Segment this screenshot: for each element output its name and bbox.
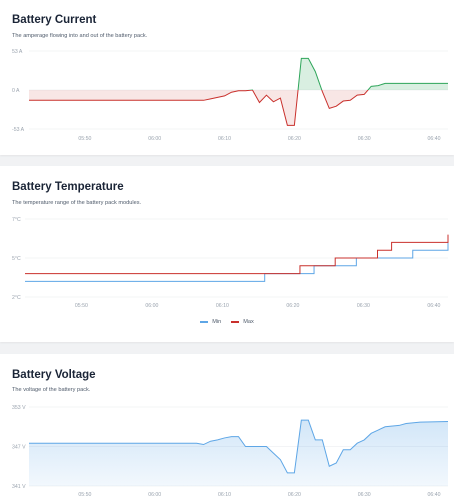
x-tick-label: 06:30 bbox=[358, 492, 371, 498]
x-tick-label: 06:10 bbox=[218, 492, 231, 498]
x-tick-label: 05:50 bbox=[78, 492, 91, 498]
y-tick-label: 5°C bbox=[12, 256, 21, 262]
temperature-legend: Min Max bbox=[0, 319, 454, 325]
y-tick-label: -53 A bbox=[12, 127, 25, 133]
y-tick-label: 341 V bbox=[12, 484, 26, 490]
battery-voltage-subtitle: The voltage of the battery pack. bbox=[12, 387, 91, 393]
y-tick-label: 2°C bbox=[12, 295, 21, 301]
battery-temperature-subtitle: The temperature range of the battery pac… bbox=[12, 200, 142, 206]
temperature-series-max bbox=[25, 234, 449, 275]
x-tick-label: 05:50 bbox=[78, 136, 91, 142]
x-tick-label: 06:10 bbox=[216, 303, 229, 309]
voltage-area bbox=[29, 420, 448, 486]
legend-swatch-min bbox=[200, 321, 209, 323]
battery-current-chart: 53 A 0 A -53 A 05:50 06:00 06:10 06:20 06:30 06:… bbox=[12, 49, 448, 142]
y-tick-label: 53 A bbox=[12, 49, 23, 55]
x-tick-label: 06:30 bbox=[357, 303, 370, 309]
current-area-negative bbox=[29, 90, 448, 126]
x-tick-label: 05:50 bbox=[75, 303, 88, 309]
battery-current-title: Battery Current bbox=[12, 14, 97, 26]
legend-item-min[interactable]: Min bbox=[200, 319, 221, 325]
x-tick-label: 06:30 bbox=[358, 136, 371, 142]
x-tick-label: 06:20 bbox=[288, 492, 301, 498]
battery-temperature-card: Battery Temperature The temperature rang… bbox=[0, 166, 454, 342]
legend-swatch-max bbox=[231, 321, 240, 323]
legend-label-max: Max bbox=[243, 319, 254, 325]
battery-temperature-title: Battery Temperature bbox=[12, 181, 124, 193]
y-tick-label: 0 A bbox=[12, 88, 20, 94]
x-tick-label: 06:20 bbox=[286, 303, 299, 309]
x-tick-label: 06:00 bbox=[148, 492, 161, 498]
current-area-positive bbox=[29, 58, 448, 90]
x-tick-label: 06:00 bbox=[148, 136, 161, 142]
legend-label-min: Min bbox=[212, 319, 222, 325]
legend-item-max[interactable]: Max bbox=[231, 319, 254, 325]
y-tick-label: 347 V bbox=[12, 445, 26, 451]
battery-current-card: Battery Current The amperage flowing int… bbox=[0, 0, 454, 155]
x-tick-label: 06:00 bbox=[145, 303, 158, 309]
x-tick-label: 06:40 bbox=[428, 492, 441, 498]
x-tick-label: 06:20 bbox=[288, 136, 301, 142]
battery-voltage-chart: 353 V 347 V 341 V 05:50 06:00 06:10 06:20 06:30… bbox=[12, 405, 449, 498]
battery-voltage-title: Battery Voltage bbox=[12, 369, 96, 381]
y-tick-label: 353 V bbox=[12, 405, 26, 411]
battery-voltage-card: Battery Voltage The voltage of the batte… bbox=[0, 354, 454, 500]
x-tick-label: 06:40 bbox=[428, 136, 441, 142]
battery-temperature-chart: 7°C 5°C 2°C 05:50 06:00 06:10 06:20 06:30 06:40 bbox=[12, 217, 449, 309]
y-tick-label: 7°C bbox=[12, 217, 21, 223]
voltage-line bbox=[29, 419, 449, 474]
temperature-series-min bbox=[25, 242, 449, 282]
x-tick-label: 06:10 bbox=[218, 136, 231, 142]
x-tick-label: 06:40 bbox=[427, 303, 440, 309]
battery-current-subtitle: The amperage flowing into and out of the… bbox=[12, 33, 148, 39]
current-line-negative bbox=[29, 90, 369, 126]
